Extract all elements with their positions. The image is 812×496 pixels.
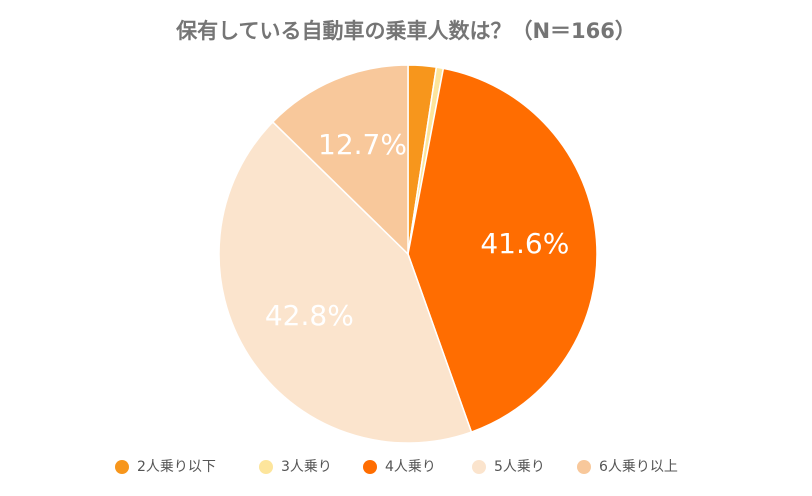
legend-marker <box>363 460 377 474</box>
legend-marker <box>577 460 591 474</box>
pie-slice <box>407 67 598 434</box>
legend-label: 2人乗り以下 <box>137 459 216 475</box>
pie-slice <box>218 120 473 444</box>
chart-title: 保有している自動車の乗車人数は？（N＝166） <box>175 19 636 43</box>
legend-label: 6人乗り以上 <box>599 459 678 475</box>
legend-label: 4人乗り <box>385 459 436 475</box>
legend-label: 3人乗り <box>281 459 332 475</box>
legend-marker <box>472 460 486 474</box>
legend-marker <box>115 460 129 474</box>
data-label: 42.8% <box>265 299 354 332</box>
data-label: 41.6% <box>480 227 569 260</box>
legend-marker <box>259 460 273 474</box>
pie-slice <box>271 64 409 256</box>
legend-label: 5人乗り <box>494 459 545 475</box>
data-label: 12.7% <box>318 128 407 161</box>
